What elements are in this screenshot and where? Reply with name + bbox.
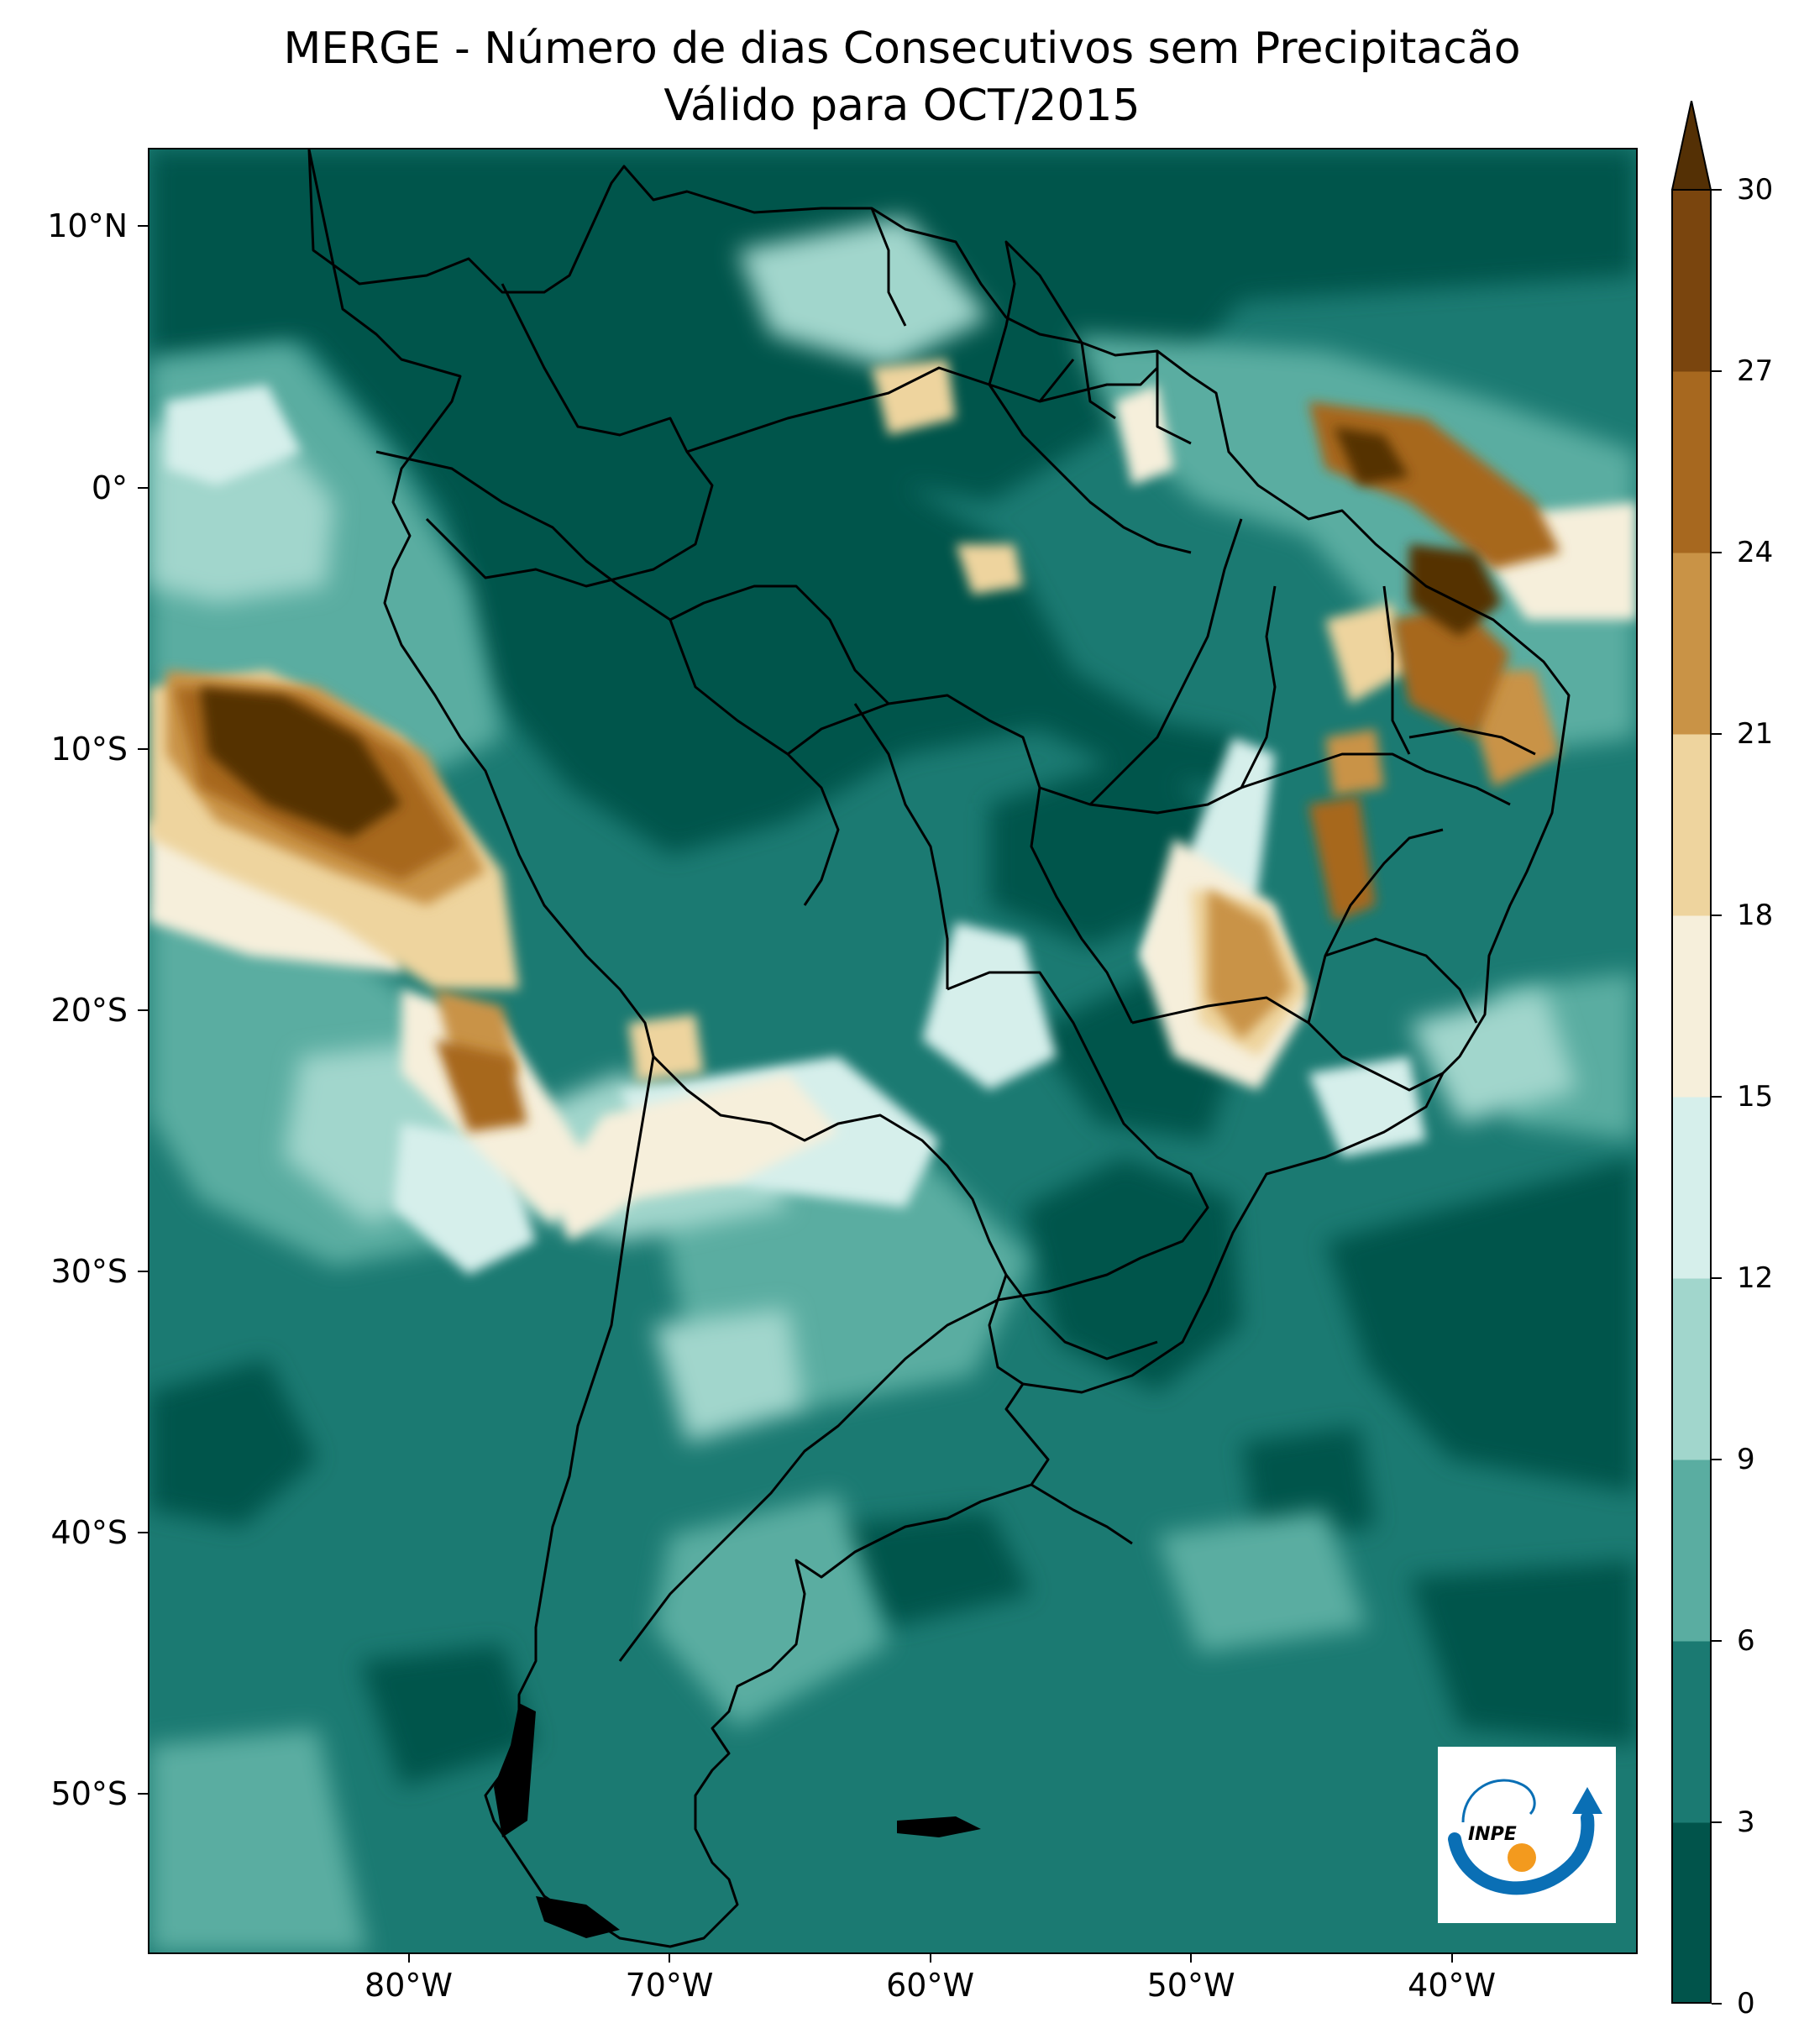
colorbar-segment	[1672, 915, 1711, 1098]
colorbar-segment	[1672, 1097, 1711, 1279]
lat-tick-mark	[138, 747, 148, 750]
colorbar-tick-label: 15	[1737, 1080, 1774, 1114]
colorbar-segment	[1672, 734, 1711, 916]
lon-tick-mark	[669, 1952, 671, 1963]
lat-tick-label: 20°S	[50, 991, 128, 1029]
lat-tick-mark	[138, 1793, 148, 1795]
lat-tick-label: 10°S	[50, 730, 128, 768]
colorbar-tick-label: 12	[1737, 1261, 1774, 1295]
colorbar-tick-mark	[1712, 2003, 1722, 2005]
colorbar-tick-mark	[1712, 370, 1722, 372]
colorbar-tick-mark	[1712, 1459, 1722, 1460]
lon-tick-mark	[407, 1952, 410, 1963]
colorbar-segment	[1672, 190, 1711, 372]
lat-tick-label: 0°	[91, 469, 128, 506]
inpe-logo: INPE	[1438, 1747, 1616, 1923]
colorbar-tick-label: 9	[1737, 1443, 1755, 1476]
lat-tick-label: 50°S	[50, 1775, 128, 1813]
colorbar-outline	[1671, 189, 1712, 2004]
lat-tick-mark	[138, 225, 148, 228]
lat-tick-label: 30°S	[50, 1252, 128, 1290]
lat-tick-mark	[138, 1532, 148, 1534]
lon-tick-label: 40°W	[1408, 1967, 1497, 2004]
colorbar-tick-label: 6	[1737, 1624, 1755, 1658]
tierra-del-fuego	[494, 1703, 981, 1938]
colorbar-tick-label: 24	[1737, 536, 1774, 569]
logo-arrow-icon	[1572, 1787, 1602, 1814]
lon-tick-label: 70°W	[625, 1967, 714, 2004]
lon-tick-label: 80°W	[364, 1967, 453, 2004]
colorbar-tick-mark	[1712, 1277, 1722, 1279]
colorbar-segment	[1672, 1278, 1711, 1460]
lat-tick-label: 40°S	[50, 1514, 128, 1552]
lat-tick-mark	[138, 1270, 148, 1272]
lat-tick-mark	[138, 1009, 148, 1011]
colorbar-segment	[1672, 1460, 1711, 1642]
colorbar-tick-mark	[1712, 1096, 1722, 1098]
country-borders	[307, 149, 1571, 1948]
field-band-27-30	[200, 427, 1502, 838]
colorbar-tick-label: 18	[1737, 899, 1774, 932]
lon-tick-label: 50°W	[1146, 1967, 1235, 2004]
colorbar-segment	[1672, 1641, 1711, 1823]
colorbar-tick-label: 30	[1737, 173, 1774, 207]
lat-tick-mark	[138, 486, 148, 489]
colorbar-tick-mark	[1712, 189, 1722, 191]
lat-tick-label: 10°N	[47, 207, 128, 245]
precipitation-map	[148, 148, 1638, 1954]
colorbar-tick-mark	[1712, 1821, 1722, 1823]
colorbar-extend-arrow	[1671, 101, 1712, 191]
map-title: MERGE - Número de dias Consecutivos sem …	[283, 24, 1521, 74]
colorbar-tick-mark	[1712, 1640, 1722, 1642]
colorbar-tick-mark	[1712, 552, 1722, 553]
colorbar-tick-mark	[1712, 915, 1722, 916]
lon-tick-mark	[929, 1952, 931, 1963]
colorbar-tick-label: 0	[1737, 1987, 1755, 2020]
colorbar-tick-label: 21	[1737, 717, 1774, 751]
logo-text: INPE	[1468, 1824, 1517, 1845]
colorbar-segment	[1672, 371, 1711, 553]
colorbar	[1671, 101, 1712, 2004]
map-subtitle: Válido para OCT/2015	[663, 81, 1141, 131]
colorbar-segment	[1672, 1822, 1711, 2004]
logo-swoosh-icon	[1448, 1811, 1595, 1895]
logo-arc-icon	[1461, 1779, 1536, 1823]
colorbar-tick-mark	[1712, 733, 1722, 735]
lon-tick-mark	[1190, 1952, 1193, 1963]
lon-tick-mark	[1450, 1952, 1453, 1963]
colorbar-segment	[1672, 553, 1711, 735]
logo-dot-icon	[1508, 1843, 1536, 1872]
lon-tick-label: 60°W	[886, 1967, 975, 2004]
colorbar-tick-label: 27	[1737, 354, 1774, 388]
colorbar-tick-label: 3	[1737, 1806, 1755, 1839]
